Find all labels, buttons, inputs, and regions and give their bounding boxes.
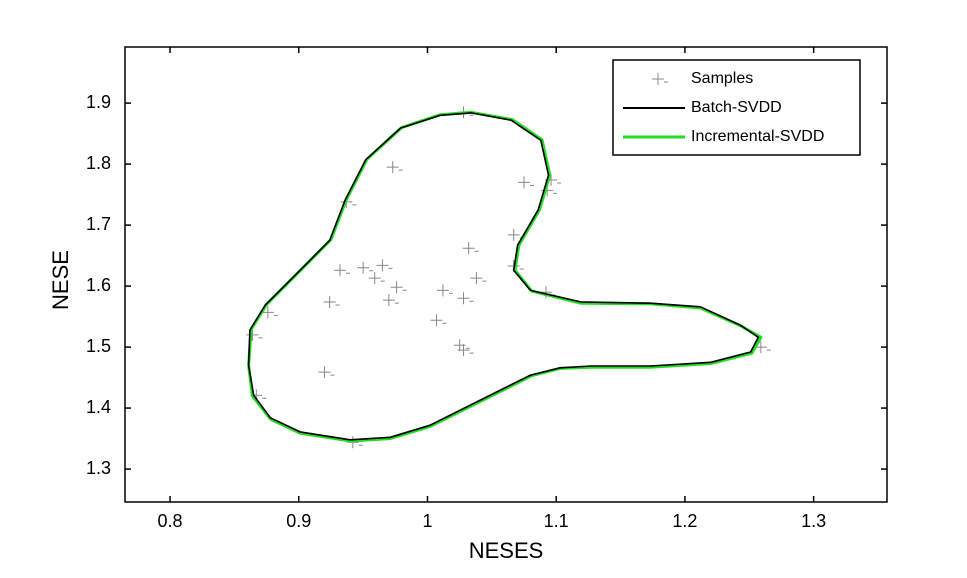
sample-point — [376, 259, 393, 272]
y-axis-label: NESE — [48, 250, 73, 310]
legend-label: Incremental-SVDD — [691, 128, 824, 145]
x-tick-label: 0.8 — [158, 511, 183, 531]
sample-point — [333, 264, 350, 277]
y-tick-label: 1.7 — [86, 214, 111, 234]
sample-point — [457, 344, 474, 357]
plot-frame — [124, 46, 888, 503]
boundary-line — [247, 110, 763, 443]
sample-point — [390, 281, 407, 294]
sample-point — [436, 284, 453, 297]
sample-point — [357, 261, 374, 274]
x-axis-label: NESES — [469, 538, 544, 563]
y-tick-label: 1.8 — [86, 153, 111, 173]
sample-point — [323, 295, 340, 308]
sample-point — [368, 272, 385, 285]
sample-point — [470, 272, 487, 285]
legend-label: Samples — [691, 70, 753, 87]
x-tick-label: 1.3 — [801, 511, 826, 531]
x-tick-label: 1.1 — [544, 511, 569, 531]
sample-point — [386, 161, 403, 174]
boundary-line — [247, 112, 760, 441]
y-tick-label: 1.4 — [86, 397, 111, 417]
y-tick-label: 1.9 — [86, 92, 111, 112]
legend-label: Batch-SVDD — [691, 99, 782, 116]
y-tick-label: 1.6 — [86, 275, 111, 295]
sample-point — [261, 306, 278, 319]
y-tick-label: 1.3 — [86, 458, 111, 478]
sample-point — [453, 339, 470, 352]
x-tick-label: 1 — [422, 511, 432, 531]
sample-point — [382, 294, 399, 307]
sample-point — [318, 366, 335, 379]
x-tick-label: 0.9 — [286, 511, 311, 531]
x-tick-label: 1.2 — [672, 511, 697, 531]
sample-point — [457, 292, 474, 305]
y-tick-label: 1.5 — [86, 336, 111, 356]
legend-marker — [652, 73, 668, 85]
sample-point — [462, 242, 479, 255]
legend: Samples Batch-SVDD Incremental-SVDD — [612, 59, 861, 156]
sample-point — [430, 314, 447, 327]
sample-point — [518, 176, 535, 189]
